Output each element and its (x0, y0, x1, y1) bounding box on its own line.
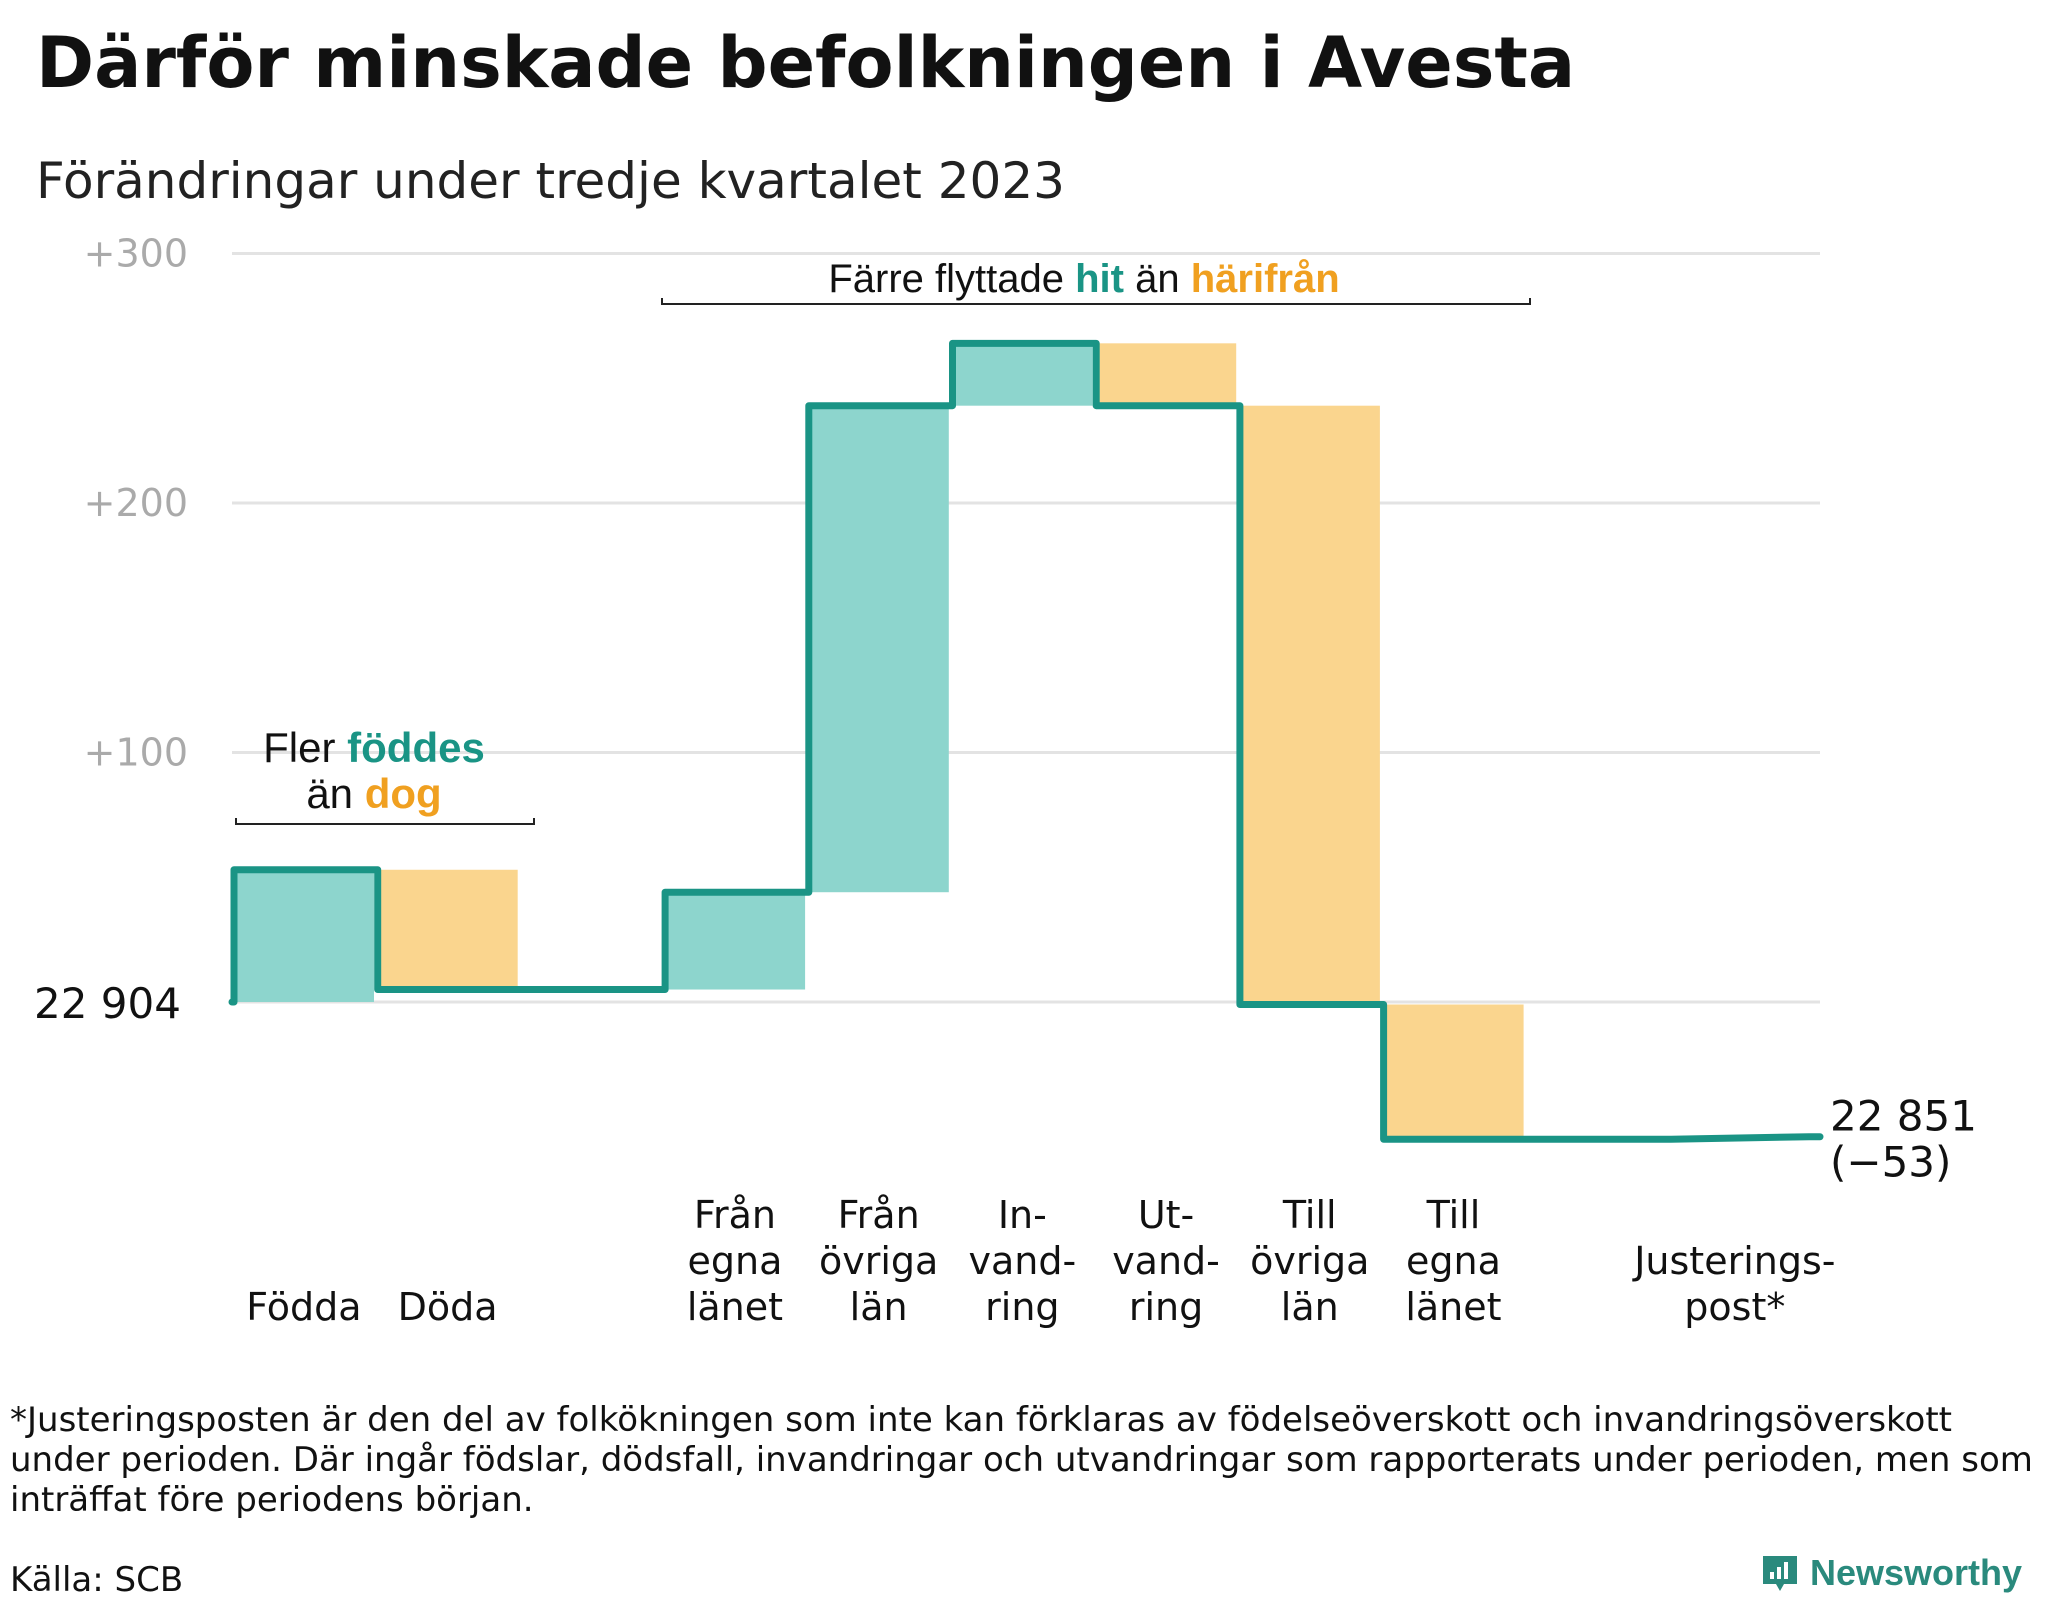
category-label: Till (1426, 1193, 1481, 1237)
annotation-segment: Färre flyttade (828, 257, 1075, 301)
chart-title: Därför minskade befolkningen i Avesta (36, 22, 1576, 104)
category-label: länet (1405, 1285, 1501, 1329)
annotation-bracket (235, 818, 535, 825)
category-label: In- (998, 1193, 1047, 1237)
annotation-segment: dog (365, 770, 442, 817)
waterfall-bar (377, 869, 518, 990)
category-label: län (1281, 1285, 1339, 1329)
category-label: övriga (819, 1239, 938, 1283)
category-label: Döda (398, 1285, 498, 1329)
category-label: länet (687, 1285, 783, 1329)
waterfall-bar (1239, 405, 1380, 1005)
category-label: vand- (968, 1239, 1076, 1283)
category-label: egna (1406, 1239, 1501, 1283)
annotation-segment: än (306, 770, 364, 817)
waterfall-bar (234, 869, 374, 1002)
annotation-text: Färre flyttade hit än härifrån (828, 257, 1339, 301)
category-label: egna (688, 1239, 783, 1283)
annotation-segment: hit (1075, 257, 1124, 301)
category-label: Till (1282, 1193, 1337, 1237)
y-tick-label: +300 (84, 232, 188, 276)
category-label: Ut- (1138, 1193, 1194, 1237)
chart-subtitle: Förändringar under tredje kvartalet 2023 (36, 152, 1065, 210)
annotation-text: Fler föddes (263, 724, 485, 771)
annotation-text: än dog (306, 770, 441, 817)
brand-logo: Newsworthy (1760, 1552, 2022, 1594)
waterfall-bar (808, 405, 949, 893)
footnote: *Justeringsposten är den del av folkökni… (10, 1400, 2033, 1520)
annotation-segment: härifrån (1191, 257, 1340, 301)
start-value-label: 22 904 (34, 979, 181, 1028)
category-label: övriga (1250, 1239, 1369, 1283)
y-tick-label: +100 (84, 731, 188, 775)
annotation-segment: föddes (347, 724, 485, 771)
annotation-bracket (661, 298, 1531, 305)
waterfall-chart: +100 +200 +300 22 904 22 851(−53) Födda Döda Fr… (34, 232, 1977, 1330)
category-label: Från (694, 1193, 776, 1237)
category-label: Födda (246, 1285, 361, 1329)
annotation-segment: Fler (263, 724, 347, 771)
category-label: post* (1684, 1285, 1785, 1329)
waterfall-bar (1096, 343, 1237, 406)
category-label: ring (1129, 1285, 1203, 1329)
annotation-segment: än (1124, 257, 1191, 301)
newsworthy-logo-icon (1762, 1556, 1797, 1591)
end-value-label: 22 851 (1830, 1092, 1977, 1141)
source-label: Källa: SCB (10, 1560, 184, 1600)
category-label: Justerings- (1632, 1239, 1835, 1283)
waterfall-bar (952, 343, 1093, 406)
cumulative-step-line (228, 339, 1824, 1143)
end-change-label: (−53) (1830, 1138, 1951, 1187)
category-label: vand- (1112, 1239, 1220, 1283)
category-label: ring (985, 1285, 1059, 1329)
y-tick-label: +200 (84, 481, 188, 525)
category-label: län (850, 1285, 908, 1329)
waterfall-bar (665, 892, 806, 990)
category-label: Från (838, 1193, 920, 1237)
waterfall-bar (1383, 1004, 1524, 1140)
brand-name: Newsworthy (1809, 1552, 2022, 1593)
